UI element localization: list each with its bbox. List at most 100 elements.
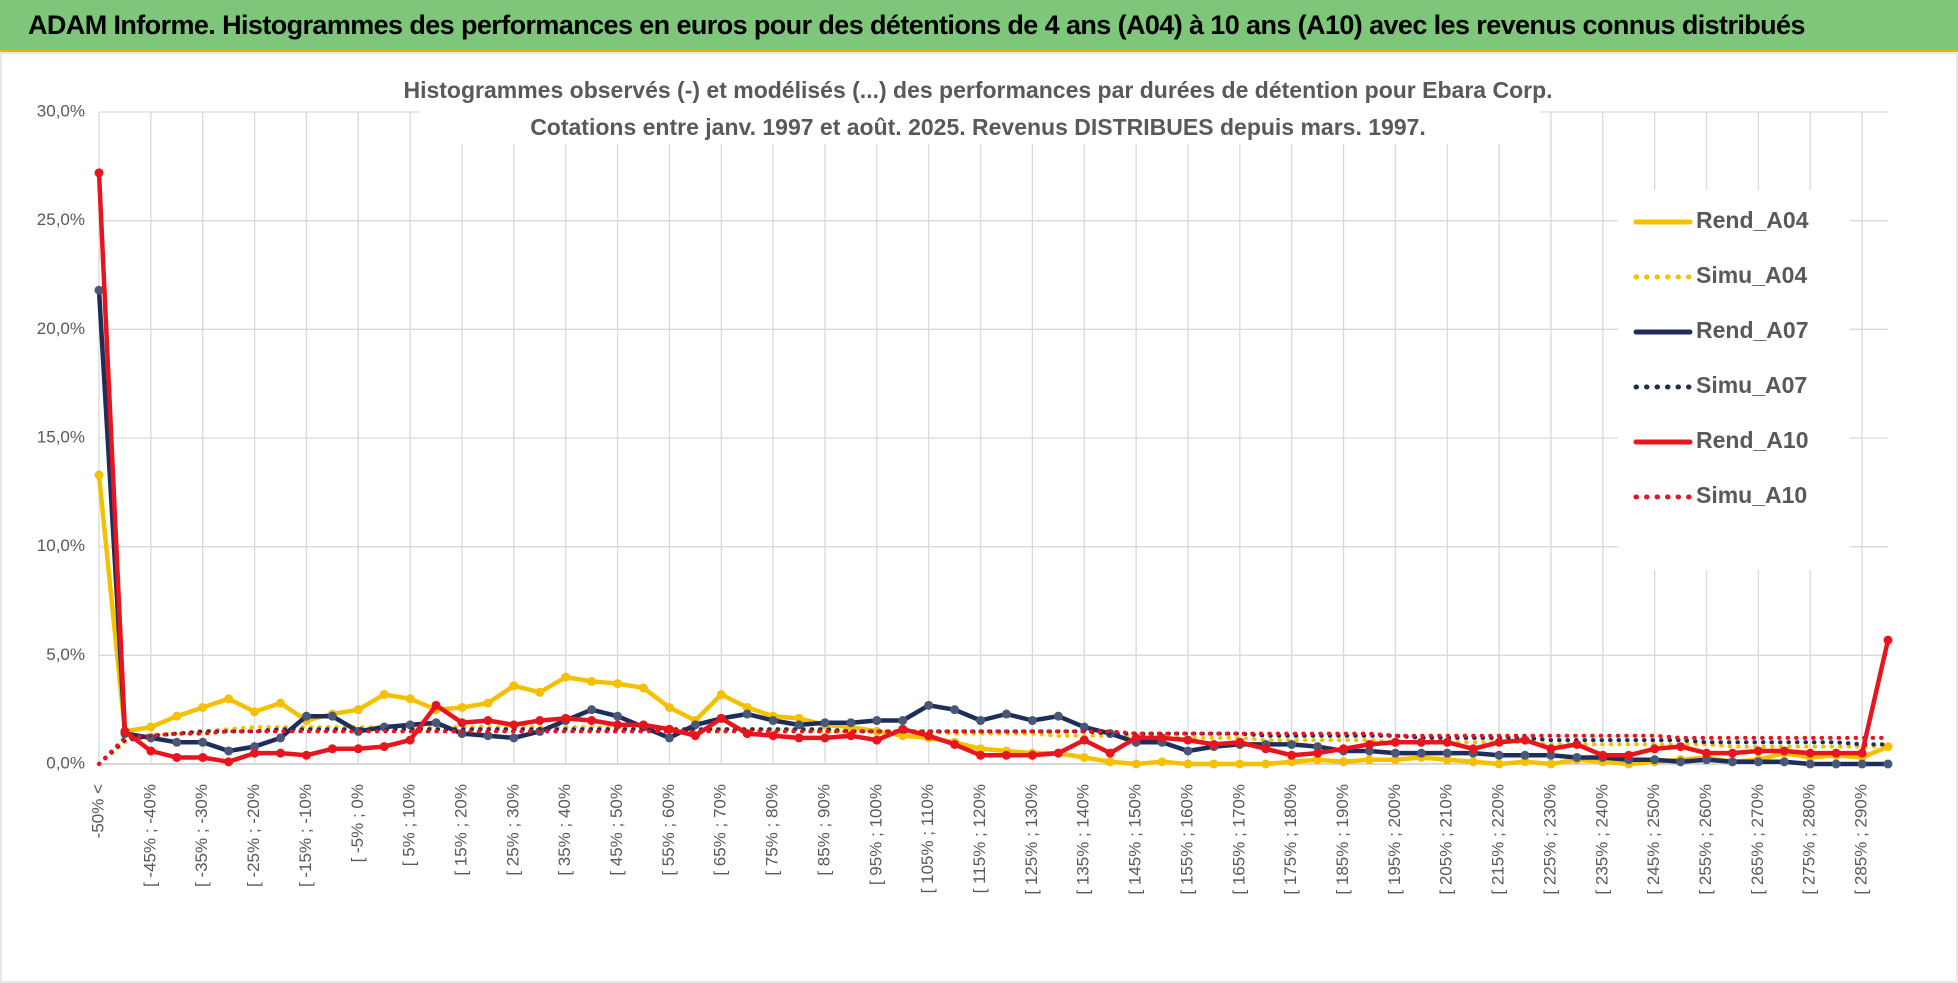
point [613,711,623,721]
point [613,720,623,730]
y-tick-label: 30,0% [37,101,85,120]
x-tick-label: [ 175% ; 180% [1281,784,1300,895]
point [327,744,337,754]
point [638,720,648,730]
x-tick-label: [ 15% ; 20% [451,784,470,876]
point [120,726,130,736]
point [1313,742,1323,752]
legend-label: Simu_A04 [1696,262,1807,288]
x-tick-label: [ -35% ; -30% [192,784,211,887]
point [172,711,182,721]
point [1079,735,1089,745]
point [431,718,441,728]
legend-label: Rend_A07 [1696,317,1808,343]
point [1753,746,1763,756]
point [846,731,856,741]
x-tick-label: [ -45% ; -40% [140,784,159,887]
point [1650,744,1660,754]
point [716,713,726,723]
point [1287,750,1297,760]
x-tick-label: [ -25% ; -20% [244,784,263,887]
point [1546,759,1556,769]
legend-label: Simu_A07 [1696,372,1807,398]
x-tick-label: [ 125% ; 130% [1022,784,1041,895]
x-tick-label: [ 145% ; 150% [1126,784,1145,895]
x-tick-label: [ 35% ; 40% [555,784,574,876]
x-tick-label: [ 245% ; 250% [1644,784,1663,895]
point [1857,748,1867,758]
point [250,748,260,758]
point [1027,750,1037,760]
point [1494,759,1504,769]
x-tick-label: [ 195% ; 200% [1385,784,1404,895]
x-tick-label: -50% < [88,784,107,838]
point [1702,748,1712,758]
point [1287,757,1297,767]
x-tick-label: [ 205% ; 210% [1437,784,1456,895]
point [1442,737,1452,747]
x-tick-label: [ 85% ; 90% [814,784,833,876]
point [716,689,726,699]
point [405,720,415,730]
series-line [97,727,1890,766]
point [768,716,778,726]
point [1105,748,1115,758]
point [794,720,804,730]
point [1183,746,1193,756]
point [587,716,597,726]
point [353,705,363,715]
point [976,744,986,754]
point [1053,748,1063,758]
point [561,713,571,723]
point [431,700,441,710]
point [1468,757,1478,767]
point [457,718,467,728]
point [1779,757,1789,767]
point [664,733,674,743]
point [1390,748,1400,758]
point [1727,757,1737,767]
point [250,742,260,752]
y-tick-label: 20,0% [37,319,85,338]
point [483,716,493,726]
legend-label: Simu_A10 [1696,482,1807,508]
point [275,733,285,743]
point [898,731,908,741]
x-tick-label: [ 115% ; 120% [970,784,989,893]
point [198,737,208,747]
point [1442,748,1452,758]
point [872,716,882,726]
x-tick-label: [ 105% ; 110% [918,784,937,893]
series-line [96,472,1891,767]
point [898,716,908,726]
point [1831,748,1841,758]
point [1183,735,1193,745]
point [301,711,311,721]
point [924,731,934,741]
point [1001,750,1011,760]
point [483,698,493,708]
point [1676,757,1686,767]
point [327,711,337,721]
point [94,470,104,480]
point [1390,737,1400,747]
point [1883,635,1893,645]
legend-bg [1618,190,1850,570]
point [198,752,208,762]
point [509,733,519,743]
point [846,718,856,728]
point [172,737,182,747]
point [561,672,571,682]
point [1546,750,1556,760]
point [664,702,674,712]
point [1727,748,1737,758]
y-tick-label: 5,0% [46,645,85,664]
point [1546,744,1556,754]
point [509,681,519,691]
point [224,746,234,756]
x-tick-label: [ 5% ; 10% [400,784,419,866]
point [1520,757,1530,767]
point [690,720,700,730]
point [275,698,285,708]
